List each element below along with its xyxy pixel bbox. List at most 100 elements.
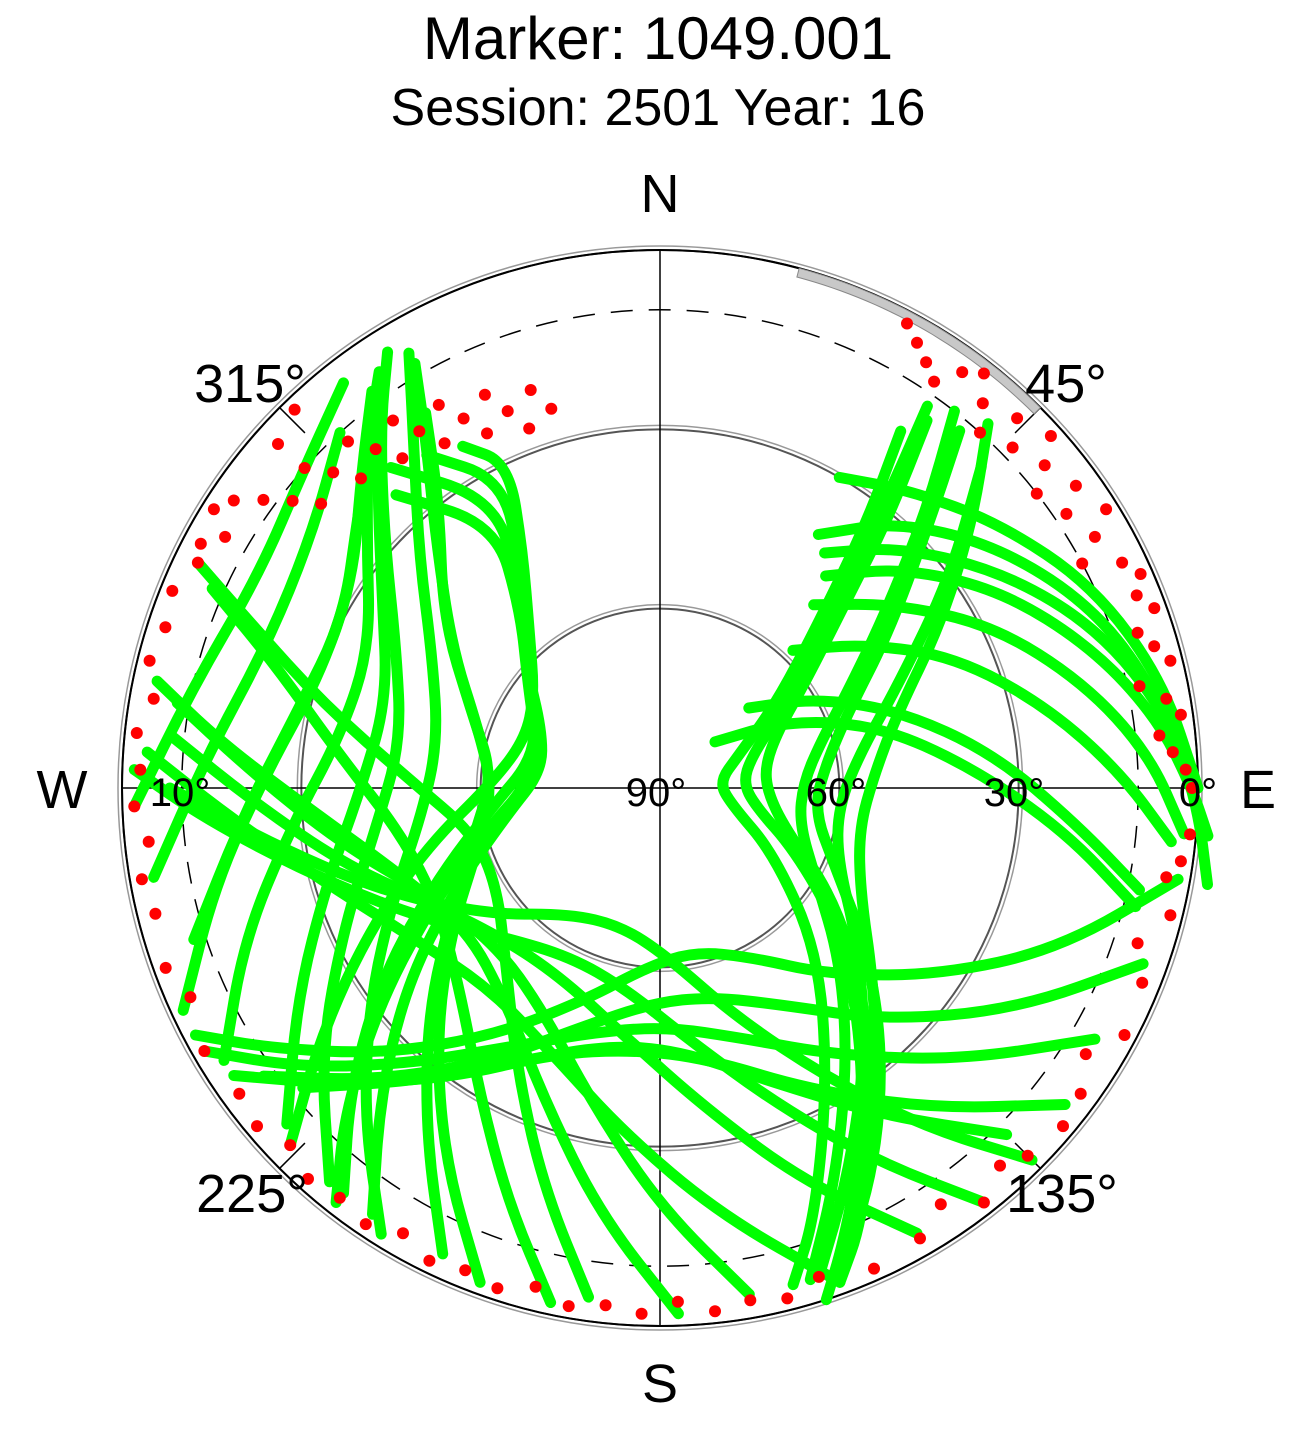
flagged-point bbox=[1131, 937, 1144, 950]
flagged-point bbox=[457, 412, 470, 425]
azimuth-tick bbox=[279, 407, 306, 434]
flagged-point bbox=[1148, 640, 1161, 653]
flagged-point bbox=[1044, 430, 1057, 442]
obstruction-wedge bbox=[796, 267, 1042, 415]
flagged-point bbox=[1076, 557, 1089, 570]
flagged-point bbox=[288, 403, 301, 416]
chart-title: Marker: 1049.001 bbox=[422, 5, 894, 72]
azimuth-tick bbox=[279, 1142, 306, 1169]
flagged-point bbox=[928, 375, 941, 388]
flagged-point bbox=[1030, 487, 1043, 500]
flagged-point bbox=[135, 873, 148, 886]
flagged-point bbox=[1174, 855, 1187, 868]
satellite-track bbox=[330, 489, 540, 1208]
north-label: N bbox=[641, 164, 680, 224]
flagged-point bbox=[529, 1280, 542, 1293]
east-label: E bbox=[1240, 760, 1276, 820]
flagged-point bbox=[130, 727, 143, 739]
flagged-point bbox=[920, 356, 933, 369]
flagged-point bbox=[1118, 1029, 1131, 1041]
flagged-point bbox=[257, 493, 270, 506]
flagged-point bbox=[1179, 763, 1192, 776]
flagged-point bbox=[438, 437, 451, 450]
axis-labels: N S W E 45° 135° 225° 315° 90° 60° 30° 1… bbox=[37, 164, 1277, 1414]
flagged-point bbox=[432, 398, 445, 411]
west-label: W bbox=[37, 760, 88, 820]
flagged-point bbox=[1166, 746, 1179, 759]
flagged-point bbox=[251, 1120, 263, 1133]
satellite-track bbox=[171, 697, 755, 1300]
obstruction-mask bbox=[796, 267, 1042, 415]
flagged-point bbox=[184, 991, 197, 1004]
flagged-point bbox=[147, 692, 160, 705]
flagged-point bbox=[501, 405, 514, 418]
flagged-point bbox=[1079, 1048, 1092, 1061]
flagged-point bbox=[396, 452, 409, 465]
flagged-point bbox=[315, 497, 328, 510]
flagged-point bbox=[1130, 589, 1143, 602]
flagged-point bbox=[413, 425, 426, 438]
satellite-track bbox=[360, 347, 442, 1240]
azimuth-tick-label: 315° bbox=[194, 354, 306, 414]
flagged-observations bbox=[128, 317, 1198, 1320]
flagged-point bbox=[1011, 412, 1024, 425]
flagged-point bbox=[284, 1139, 297, 1152]
flagged-point bbox=[302, 1172, 314, 1185]
azimuth-tick-label: 45° bbox=[1025, 354, 1107, 414]
south-label: S bbox=[642, 1354, 678, 1414]
flagged-point bbox=[423, 1254, 436, 1267]
flagged-point bbox=[523, 422, 536, 435]
satellite-track bbox=[151, 675, 684, 1320]
flagged-point bbox=[599, 1299, 612, 1312]
elevation-tick-label: 0° bbox=[1179, 771, 1217, 815]
flagged-point bbox=[1164, 654, 1177, 667]
flagged-point bbox=[333, 1191, 346, 1204]
flagged-point bbox=[1160, 692, 1173, 705]
satellite-track bbox=[192, 557, 594, 1303]
flagged-point bbox=[545, 402, 558, 415]
flagged-point bbox=[207, 503, 220, 516]
satellite-track bbox=[795, 405, 960, 1286]
flagged-point bbox=[286, 494, 299, 507]
flagged-point bbox=[143, 654, 156, 667]
flagged-point bbox=[1136, 976, 1149, 989]
satellite-track bbox=[148, 427, 346, 883]
chart-subtitle: Session: 2501 Year: 16 bbox=[390, 79, 926, 137]
flagged-point bbox=[1088, 530, 1101, 543]
flagged-point bbox=[459, 1264, 472, 1277]
satellite-track bbox=[284, 440, 539, 1151]
satellite-track bbox=[813, 461, 987, 1283]
flagged-point bbox=[1174, 708, 1187, 721]
satellite-track bbox=[190, 873, 1184, 1058]
flagged-point bbox=[1116, 556, 1129, 569]
satellite-track bbox=[206, 583, 557, 1308]
flagged-point bbox=[166, 584, 179, 597]
satellite-track bbox=[833, 471, 1204, 794]
flagged-point bbox=[1131, 626, 1144, 639]
flagged-point bbox=[359, 1218, 372, 1231]
flagged-point bbox=[227, 494, 240, 507]
satellite-track bbox=[367, 462, 548, 1220]
satellite-track bbox=[167, 731, 923, 1239]
flagged-point bbox=[481, 427, 493, 440]
flagged-point bbox=[1153, 729, 1166, 742]
flagged-point bbox=[198, 1045, 211, 1057]
elevation-tick-label: 90° bbox=[626, 771, 687, 815]
flagged-point bbox=[159, 621, 172, 634]
flagged-point bbox=[977, 1196, 990, 1209]
flagged-point bbox=[562, 1300, 575, 1313]
flagged-point bbox=[491, 1282, 504, 1295]
flagged-point bbox=[901, 317, 913, 330]
flagged-point bbox=[342, 435, 354, 448]
flagged-point bbox=[194, 537, 207, 550]
flagged-point bbox=[812, 1270, 825, 1283]
flagged-point bbox=[327, 466, 340, 479]
flagged-point bbox=[974, 426, 986, 439]
flagged-point bbox=[934, 1198, 947, 1211]
flagged-point bbox=[635, 1307, 648, 1320]
flagged-point bbox=[397, 1227, 409, 1240]
flagged-point bbox=[1060, 507, 1073, 520]
satellite-track bbox=[164, 782, 1038, 1166]
